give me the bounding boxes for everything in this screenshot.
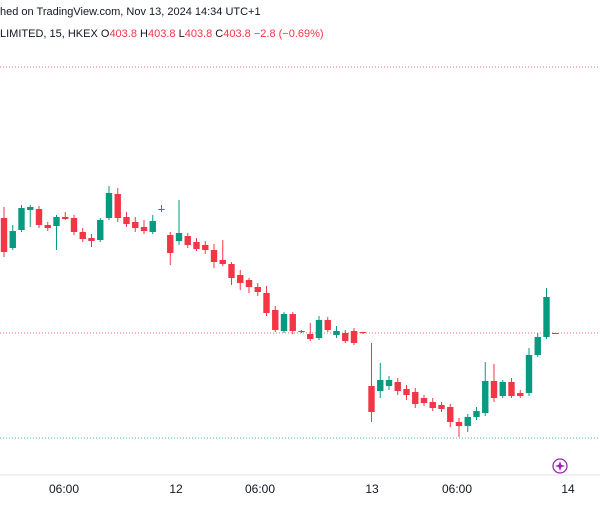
candle-body (140, 227, 148, 231)
high: 403.8 (147, 28, 176, 40)
candle-body (525, 355, 533, 393)
x-tick-label: 06:00 (245, 482, 275, 496)
candle-body (228, 264, 235, 278)
candle-body (359, 332, 366, 333)
candle-body (429, 402, 436, 408)
candle-body (412, 392, 419, 404)
candle-body (62, 217, 69, 219)
candle-body (324, 320, 331, 330)
candle-body (237, 275, 244, 283)
candle-body (9, 231, 16, 248)
candle-body (508, 382, 515, 396)
open-label: O (100, 28, 110, 40)
candle-body (175, 233, 183, 241)
candle-body (123, 217, 130, 224)
candle-body (210, 250, 218, 262)
candle-body (403, 389, 410, 395)
candle-body (447, 407, 454, 422)
candle-body (53, 217, 60, 226)
candle-body (342, 333, 349, 341)
candle-body (35, 209, 43, 225)
symbol: LIMITED, 15, HKEX (0, 28, 98, 40)
candle-body (114, 194, 121, 218)
open: 403.8 (109, 28, 137, 40)
candle-body (79, 232, 86, 239)
x-tick-label: 06:00 (49, 482, 79, 496)
low-label: L (178, 28, 185, 40)
candle-body (490, 381, 498, 398)
candle-body (70, 218, 78, 232)
candle-body (18, 208, 25, 230)
candle-body (105, 193, 113, 218)
candle-body (499, 382, 506, 396)
candle-body (315, 320, 323, 338)
candle-body (202, 245, 209, 250)
candle-body (254, 287, 261, 292)
low: 403.8 (184, 28, 213, 40)
candle-body (193, 242, 200, 249)
candle-body (289, 314, 296, 331)
candle-body (184, 236, 191, 245)
candle-body (333, 331, 340, 335)
candle-body (97, 220, 104, 240)
candle-body (438, 405, 445, 409)
candle-body (517, 393, 524, 396)
caption: hed on TradingView.com, Nov 13, 2024 14:… (0, 6, 261, 18)
candle-body (482, 381, 489, 413)
candle-body (263, 293, 270, 313)
candle-body (280, 314, 288, 331)
candle-body (534, 337, 541, 355)
candle-body (158, 209, 165, 210)
x-tick-label: 14 (561, 482, 575, 496)
candle-body (0, 218, 8, 252)
candle-body (132, 222, 139, 228)
candle-body (272, 310, 279, 330)
alert-icon[interactable] (552, 458, 568, 474)
candle-body (27, 207, 34, 210)
candle-body (350, 331, 358, 343)
close-label: C (215, 28, 224, 40)
legend: LIMITED, 15, HKEX O403.8 H403.8 L403.8 C… (0, 28, 324, 40)
candle-body (307, 334, 314, 339)
candle-body (385, 380, 393, 386)
close: 403.8 (223, 28, 251, 40)
candle-body (245, 280, 253, 287)
candle-body (394, 382, 401, 391)
change: −2.8 (−0.69%) (253, 28, 324, 40)
candle-body (420, 398, 428, 403)
candle-body (149, 221, 156, 232)
candle-body (167, 235, 174, 253)
candle-body (455, 422, 463, 426)
candle-body (88, 238, 95, 241)
x-tick-label: 06:00 (442, 482, 472, 496)
x-tick-label: 13 (365, 482, 379, 496)
candle-body (464, 417, 471, 426)
candle-body (552, 333, 559, 334)
candle-body (473, 411, 480, 417)
candle-body (44, 225, 51, 228)
candle-body (368, 386, 375, 412)
alert-icon-star (555, 461, 565, 471)
candle-body (543, 297, 550, 337)
candle-body (219, 260, 226, 264)
x-tick-label: 12 (169, 482, 183, 496)
candle-body (298, 331, 305, 332)
high-label: H (140, 28, 148, 40)
candle-body (377, 380, 384, 391)
